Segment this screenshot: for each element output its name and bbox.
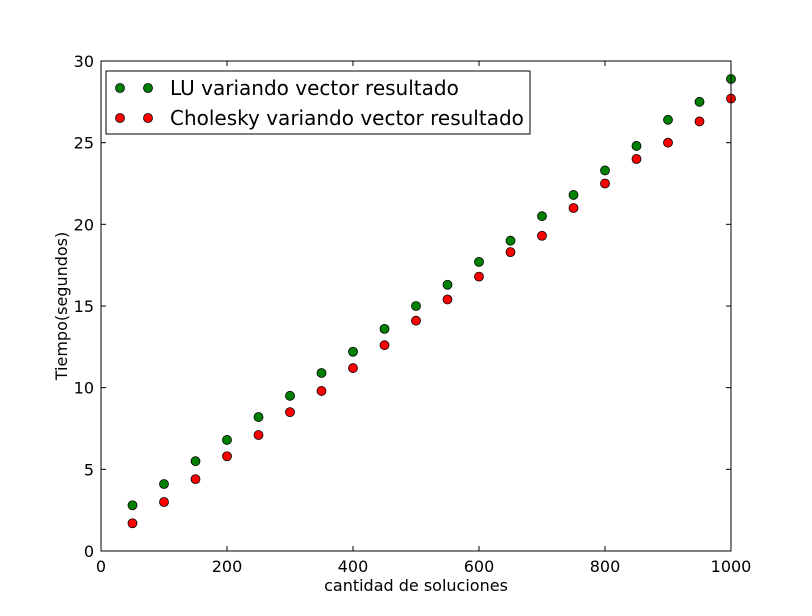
x-tick-label: 600 <box>464 557 495 576</box>
data-point-series-1 <box>537 230 547 241</box>
data-point-series-1 <box>285 407 295 418</box>
data-point-series-0 <box>505 235 516 246</box>
y-tick-label: 5 <box>84 460 94 479</box>
data-point-series-0 <box>285 390 295 401</box>
legend-marker <box>115 113 125 123</box>
x-tick-label: 800 <box>590 557 621 576</box>
data-point-series-1 <box>222 451 232 462</box>
data-point-series-0 <box>316 368 327 378</box>
data-point-series-0 <box>253 412 264 422</box>
data-point-series-0 <box>348 346 358 357</box>
data-point-series-1 <box>631 154 642 164</box>
data-point-series-1 <box>663 137 673 148</box>
x-tick-label: 200 <box>212 557 243 576</box>
legend-box <box>105 70 531 135</box>
data-point-series-0 <box>600 165 610 176</box>
data-point-series-1 <box>411 315 421 326</box>
legend-marker <box>115 83 125 93</box>
y-tick-label: 20 <box>74 215 94 234</box>
data-point-series-1 <box>253 430 264 440</box>
data-point-series-1 <box>127 518 138 529</box>
y-tick-label: 15 <box>74 297 94 316</box>
data-point-series-0 <box>663 114 673 125</box>
legend-label: Cholesky variando vector resultado <box>170 106 524 130</box>
data-point-series-0 <box>474 256 484 267</box>
data-point-series-0 <box>537 211 547 222</box>
data-point-series-1 <box>694 116 705 127</box>
data-point-series-1 <box>600 178 610 189</box>
x-tick-label: 400 <box>338 557 369 576</box>
x-tick-label: 0 <box>96 557 106 576</box>
data-point-series-0 <box>694 96 705 107</box>
data-point-series-0 <box>442 279 453 290</box>
legend-label: LU variando vector resultado <box>170 76 459 100</box>
data-point-series-1 <box>474 271 484 282</box>
y-tick-label: 30 <box>74 52 94 71</box>
data-point-series-1 <box>348 363 358 373</box>
y-tick-label: 10 <box>74 379 94 398</box>
data-point-series-1 <box>568 203 579 213</box>
legend: LU variando vector resultado Cholesky var… <box>105 70 531 135</box>
data-point-series-0 <box>127 500 138 511</box>
data-point-series-0 <box>190 456 201 467</box>
y-axis-label: Tiempo(segundos) <box>52 232 71 381</box>
data-point-series-0 <box>159 479 169 489</box>
y-tick-label: 0 <box>84 542 94 561</box>
data-point-series-1 <box>316 386 327 396</box>
data-point-series-0 <box>222 435 232 445</box>
data-point-series-1 <box>505 247 516 258</box>
data-point-series-0 <box>411 301 421 311</box>
x-tick-label: 1000 <box>711 557 752 576</box>
y-tick-label: 25 <box>74 134 94 153</box>
axis-ticks: 0 200 400 600 800 1000 0 5 10 15 20 25 30 <box>74 52 752 576</box>
data-point-series-1 <box>442 294 453 305</box>
legend-marker <box>143 113 153 123</box>
data-point-series-1 <box>379 340 390 351</box>
x-axis-label: cantidad de soluciones <box>324 576 508 595</box>
data-point-series-0 <box>379 323 390 334</box>
data-point-series-1 <box>190 474 201 485</box>
legend-marker <box>143 83 153 93</box>
data-point-series-1 <box>159 497 169 507</box>
data-point-series-0 <box>631 141 642 151</box>
data-point-series-0 <box>568 190 579 200</box>
